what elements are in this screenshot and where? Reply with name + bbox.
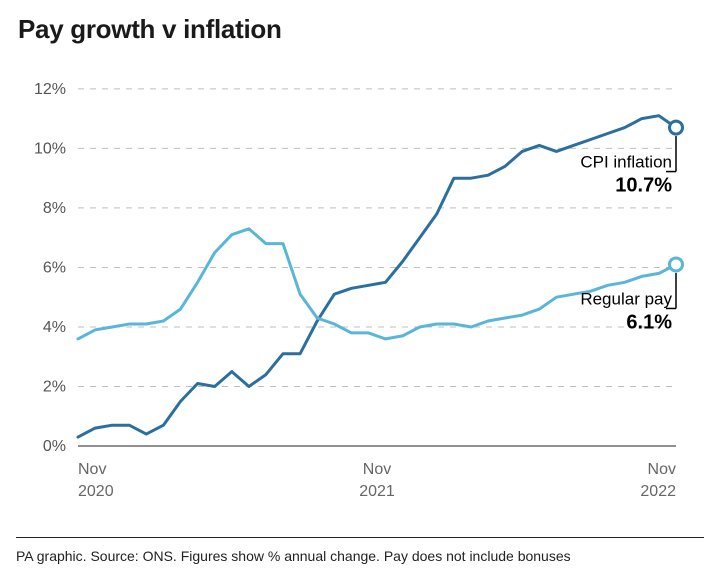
- chart-area: 0% 2% 4% 6% 8% 10% 12% Nov 2020 Nov 2021 Nov 2022 CPI…: [20, 60, 700, 520]
- footer-divider: [16, 537, 704, 538]
- y-tick-label: 2%: [43, 378, 66, 395]
- series-label-pay: Regular pay: [580, 289, 672, 308]
- end-marker-cpi: [670, 121, 683, 134]
- x-tick-label-line2: 2022: [640, 483, 676, 500]
- y-tick-label: 6%: [43, 259, 66, 276]
- x-tick-label-line2: 2021: [359, 483, 395, 500]
- chart-title: Pay growth v inflation: [18, 14, 282, 45]
- x-tick-label-line1: Nov: [363, 461, 391, 478]
- series-label-cpi: CPI inflation: [580, 153, 672, 172]
- series-value-cpi: 10.7%: [615, 175, 672, 197]
- x-tick-label-line1: Nov: [648, 461, 676, 478]
- chart-footnote: PA graphic. Source: ONS. Figures show % …: [16, 548, 571, 564]
- y-tick-label: 4%: [43, 319, 66, 336]
- y-tick-label: 12%: [34, 81, 66, 98]
- y-tick-label: 8%: [43, 200, 66, 217]
- x-tick-label-line2: 2020: [78, 483, 114, 500]
- end-marker-pay: [670, 258, 683, 271]
- series-value-pay: 6.1%: [626, 311, 672, 333]
- x-tick-label-line1: Nov: [78, 461, 106, 478]
- y-tick-label: 10%: [34, 140, 66, 157]
- chart-svg: 0% 2% 4% 6% 8% 10% 12% Nov 2020 Nov 2021 Nov 2022 CPI…: [20, 60, 700, 520]
- y-tick-label: 0%: [43, 438, 66, 455]
